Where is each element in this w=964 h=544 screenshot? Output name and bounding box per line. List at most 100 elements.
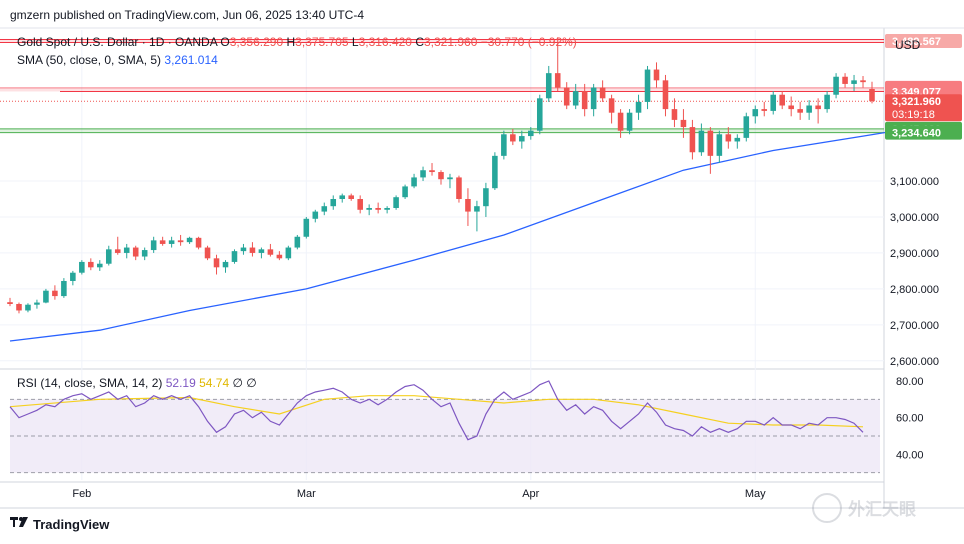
rsi-legend-extra: ∅ ∅ [232,376,257,390]
candle-down [779,94,785,106]
rsi-ma-legend-value: 54.74 [199,376,230,390]
month-label: Feb [72,488,91,500]
ohlc-open: 3,356.290 [229,35,284,49]
candle-up [752,109,759,117]
price-label-text: 3,234.640 [892,128,941,140]
candle-up [528,130,534,137]
tradingview-brand[interactable]: TradingView [33,517,110,532]
rsi-legend-label[interactable]: RSI (14, close, SMA, 14, 2) [17,376,163,390]
candle-down [581,91,588,110]
candle-down [7,302,13,304]
candle-up [168,240,175,244]
candle-up [330,199,337,207]
ohlc-low: 3,316.420 [358,35,412,49]
ohlc-close: 3,321.960 [423,35,478,49]
rsi-legend[interactable]: RSI (14, close, SMA, 14, 2) 52.19 54.74 … [17,376,257,390]
price-axis-ticks: 2,600.000 2,700.000 2,800.000 2,900.000 3,00… [890,176,939,368]
watermark-text: 外汇天眼 [848,499,916,520]
resistance-zone [0,87,884,92]
candle-up [833,76,839,95]
candle-up [545,73,552,99]
candle-down [860,80,866,83]
rsi-legend-value: 52.19 [165,376,196,390]
sma-legend-value: 3,261.014 [164,53,218,67]
candle-up [572,91,579,106]
candle-up [635,101,642,113]
candle-up [294,236,301,248]
candle-down [761,109,768,111]
ohlc-change: −30.770 (−0.92%) [480,35,577,49]
candle-up [70,272,76,281]
candle-up [150,240,157,251]
candle-down [159,240,166,244]
candlestick-series[interactable] [7,37,875,314]
candle-up [590,87,597,110]
watermark-circle-icon [812,493,842,523]
candle-up [240,247,247,252]
ohlc-open-label: O [220,35,230,49]
price-tick-label: 2,900.000 [890,248,939,260]
candle-down [671,109,678,120]
ohlc-high-label: H [286,35,296,49]
candle-up [34,302,40,305]
candle-down [554,73,561,88]
rsi-pane[interactable] [9,380,880,474]
currency-label[interactable]: USD [895,38,921,52]
tradingview-logo-icon[interactable] [10,517,28,527]
candle-up [105,249,112,264]
candle-up [743,116,750,138]
candle-up [474,206,480,212]
candle-up [824,94,830,110]
candle-up [43,290,49,303]
sma-legend[interactable]: SMA (50, close, 0, SMA, 5) 3,261.014 [17,53,218,67]
month-label: Apr [522,488,539,500]
price-tick-label: 2,600.000 [890,356,939,368]
candle-down [563,87,570,106]
countdown-text: 03:19:18 [892,109,935,121]
candle-up [447,177,453,180]
price-tick-label: 3,000.000 [890,212,939,224]
support-zone [0,128,884,133]
sma-legend-label[interactable]: SMA (50, close, 0, SMA, 5) [17,53,162,67]
candle-up [411,177,417,187]
price-axis-labels: 3,489.5673,359.1863,349.0773,321.96003:1… [885,33,962,140]
symbol-legend[interactable]: Gold Spot / U.S. Dollar · 1D · OANDA O3,… [17,35,577,49]
candle-up [339,195,346,199]
candle-down [653,69,660,81]
candle-down [707,130,714,156]
candle-down [689,127,696,153]
candle-down [617,112,624,131]
candle-up [25,304,31,311]
candle-down [204,247,211,259]
price-label-tag [885,94,962,122]
candle-down [842,76,848,84]
candle-up [402,186,408,198]
price-label-text: 3,489.567 [892,36,941,48]
candle-down [195,237,202,248]
candle-down [680,119,687,128]
candle-down [456,177,462,199]
price-tick-label: 3,100.000 [890,176,939,188]
candle-up [483,188,489,207]
candle-down [267,249,274,255]
candle-down [52,290,58,297]
rsi-tick-label: 60.00 [896,413,924,425]
candle-down [815,105,821,110]
candle-down [375,207,381,210]
candle-up [97,263,103,268]
ohlc-high: 3,375.705 [295,35,349,49]
candle-up [492,155,498,189]
candle-down [114,249,121,253]
symbol-name[interactable]: Gold Spot / U.S. Dollar · 1D · OANDA [17,35,218,49]
candle-up [61,280,67,297]
candle-down [357,199,363,210]
candle-down [510,134,516,142]
candle-down [599,87,606,99]
candle-up [321,206,328,212]
horizontal-levels[interactable] [0,38,884,134]
sma-line [9,122,944,342]
candle-down [869,88,875,102]
candle-up [734,137,741,142]
candle-down [608,98,615,113]
